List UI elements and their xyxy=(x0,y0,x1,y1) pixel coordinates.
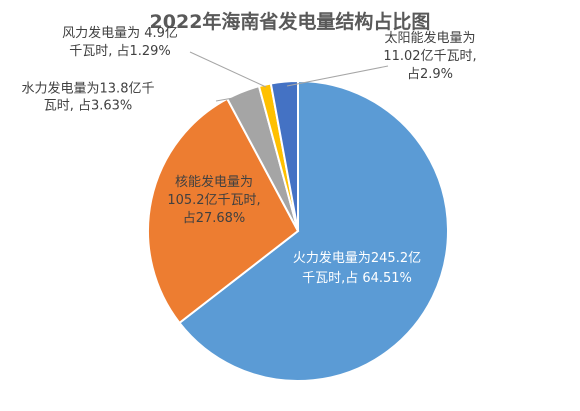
data-label-3-line-2: 瓦时, 占3.63% xyxy=(44,99,133,114)
data-label-2: 核能发电量为 105.2亿千瓦时, 占27.68% xyxy=(167,174,260,226)
data-label-2-line-1: 核能发电量为 xyxy=(175,174,253,190)
pie-slice-5 xyxy=(269,79,299,232)
data-label-2-line-3: 占27.68% xyxy=(183,211,246,226)
data-label-3: 水力发电量为13.8亿千瓦时, 占3.63% xyxy=(22,81,155,114)
leader-line-3 xyxy=(215,94,251,102)
leader-line-4 xyxy=(189,51,267,88)
leader-lines xyxy=(189,51,389,102)
leader-line-5 xyxy=(286,65,389,87)
data-label-4: 风力发电量为 4.9亿千瓦时, 占1.29% xyxy=(62,25,178,59)
data-label-3-line-1: 水力发电量为13.8亿千 xyxy=(22,81,155,97)
data-label-5-line-1: 太阳能发电量为 xyxy=(384,30,475,46)
chart-title: 2022年海南省发电量结构占比图 xyxy=(150,10,431,33)
data-label-1-line-2: 千瓦时,占 64.51% xyxy=(302,271,412,286)
data-label-1-line-1: 火力发电量为245.2亿 xyxy=(293,250,421,266)
pie-slices xyxy=(147,79,449,382)
data-labels: 火力发电量为245.2亿千瓦时,占 64.51% 核能发电量为 105.2亿千瓦时,… xyxy=(22,25,477,286)
pie-slice-2 xyxy=(147,97,300,325)
data-label-4-line-1: 风力发电量为 4.9亿 xyxy=(62,25,178,41)
data-label-5-line-3: 占2.9% xyxy=(407,67,453,82)
data-label-5: 太阳能发电量为 11.02亿千瓦时, 占2.9% xyxy=(383,30,476,82)
data-label-2-line-2: 105.2亿千瓦时, xyxy=(167,193,260,208)
pie-slice-1 xyxy=(178,79,449,382)
data-label-4-line-2: 千瓦时, 占1.29% xyxy=(69,44,171,59)
data-label-5-line-2: 11.02亿千瓦时, xyxy=(383,49,476,64)
data-label-1: 火力发电量为245.2亿千瓦时,占 64.51% xyxy=(293,250,421,286)
